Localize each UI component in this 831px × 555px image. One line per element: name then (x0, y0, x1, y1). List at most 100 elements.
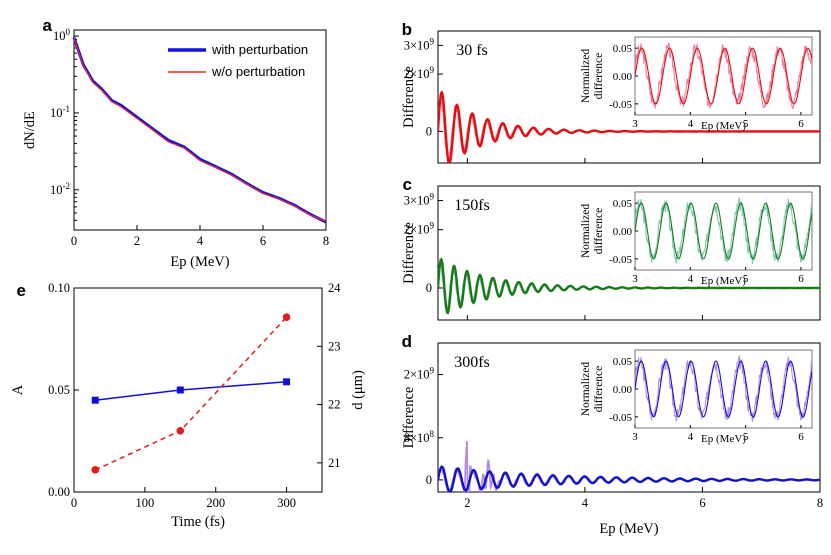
panel-b-ylabel: Difference (401, 66, 417, 128)
panel-d-label: d (402, 332, 412, 351)
panel-d-inset-xtick-label: 5 (743, 431, 749, 443)
panel-d-ytick-label: 2×109 (404, 366, 435, 382)
panel-a-xlabel: Ep (MeV) (170, 254, 229, 270)
panel-e-series-d-point (91, 466, 100, 474)
panel-c-ytick-label: 2×109 (404, 221, 435, 237)
panel-b-ytick-label: 2×109 (404, 65, 435, 81)
panel-b-fit-curve (438, 90, 820, 163)
panel-c-inset-xtick-label: 5 (743, 273, 749, 285)
panel-d-raw-curve (438, 440, 820, 492)
panel-b-inset-xlabel: Ep (MeV) (701, 120, 746, 132)
panel-c-label: c (403, 175, 412, 194)
panel-a-label: a (43, 16, 53, 35)
panel-e-ytick-label: 0.00 (48, 485, 70, 499)
panel-c-inset-frame (634, 191, 813, 271)
panel-d-ytick-label: 0 (426, 473, 432, 487)
panel-d-inset-xtick-label: 6 (798, 431, 804, 443)
panel-b-inset-ytick-label: 0.05 (613, 43, 633, 55)
panel-d-xtick-label: 8 (817, 496, 823, 510)
panel-b-title: 30 fs (456, 42, 488, 59)
panel-d-inset-plot (635, 354, 812, 422)
panel-c-inset-ytick-label: 0.00 (613, 226, 633, 238)
panel-c-inset-plot (635, 196, 812, 264)
panel-a-frame (73, 29, 327, 231)
panel-a-legend-label: with perturbation (211, 42, 308, 57)
panel-e-y2tick-label: 23 (328, 339, 341, 353)
panel-e-series-A-line (95, 381, 287, 401)
panel-d-inset-xtick-label: 4 (688, 431, 694, 443)
panel-b-inset-ytick-label: -0.05 (609, 99, 632, 111)
panel-b-label: b (402, 20, 412, 39)
panel-b-inset-raw (635, 42, 812, 109)
panel-d-ytick-label: 8×108 (404, 429, 435, 445)
panel-e: e 0 100 200 300 0.00 0.05 0.10 21 22 23 24 Time (fs)… (10, 281, 366, 530)
panel-a-legend-label: w/o perturbation (211, 64, 305, 79)
panel-d-ylabel: Difference (401, 387, 417, 449)
panel-d-inset-frame (634, 349, 813, 429)
panel-c-inset-fit (635, 202, 812, 260)
panel-e-series-A-point (91, 396, 99, 404)
panel-c-inset-ylabel-1: Normalized (580, 204, 592, 259)
panel-c-plot-area (438, 257, 820, 315)
panel-b: b 0 2×109 3×109 Difference 30 fs 0.05 0.00 -0.05… (401, 20, 821, 164)
panel-a-ytick-label: 10-2 (50, 181, 70, 197)
panel-d-title: 300fs (454, 354, 490, 371)
panel-b-inset-xtick-label: 4 (688, 118, 694, 130)
panel-b-inset-ylabel-1: Normalized (580, 49, 592, 104)
panel-e-xlabel: Time (fs) (171, 514, 225, 530)
panel-c-inset-ytick-label: -0.05 (609, 254, 632, 266)
panel-b-inset: 0.05 0.00 -0.053 4 5 6 Ep (MeV) Normalized diffe… (580, 36, 813, 132)
panel-c-ylabel: Difference (401, 222, 417, 284)
panel-c-inset-xtick-label: 3 (632, 273, 638, 285)
panel-e-xtick-label: 200 (206, 496, 225, 510)
panel-c-ytick-label: 3×109 (404, 192, 435, 208)
panel-d-xtick-label: 6 (699, 496, 705, 510)
panel-c-inset-xlabel: Ep (MeV) (701, 275, 746, 287)
panel-d-inset-ytick-label: 0.00 (613, 384, 633, 396)
panel-a-ytick-label: 100 (53, 27, 71, 43)
panel-e-y2tick-label: 21 (328, 456, 341, 470)
panel-d-xtick-label: 2 (464, 496, 470, 510)
panel-d-xlabel: Ep (MeV) (599, 521, 658, 537)
panel-a: a 0 2 4 6 8 100 10-1 10-2 Ep (MeV) dN/dE with pertu… (22, 16, 329, 270)
panel-b-inset-plot (635, 42, 812, 109)
panel-d-frame (437, 342, 821, 493)
panel-b-frame (437, 30, 821, 164)
panel-e-series-d-point (176, 427, 185, 435)
panel-d-inset-ytick-label: -0.05 (609, 412, 632, 424)
panel-c-fit-curve (438, 257, 820, 315)
panel-b-inset-xtick-label: 6 (798, 118, 804, 130)
panel-c-ytick-label: 0 (426, 281, 432, 295)
panel-c-inset-xtick-label: 4 (688, 273, 694, 285)
panel-e-series-d-point (282, 313, 291, 321)
panel-e-ytick-label: 0.05 (48, 383, 70, 397)
panel-e-ylabel: A (10, 384, 26, 395)
panel-c-title: 150fs (454, 197, 490, 214)
panel-e-xtick-label: 100 (135, 496, 154, 510)
panel-b-inset-xtick-label: 3 (632, 118, 638, 130)
panel-c-inset-xtick-label: 6 (798, 273, 804, 285)
panel-a-series-line (72, 37, 327, 224)
panel-e-y2label: d (μm) (350, 370, 366, 410)
panel-d-fit-curve (438, 465, 820, 492)
panel-b-ytick-label: 3×109 (404, 36, 435, 52)
panel-c: c 0 2×109 3×109 Difference 150fs 0.05 0.00 -0.05… (401, 175, 821, 321)
panel-a-xtick-label: 4 (197, 234, 204, 248)
panel-b-plot-area (438, 90, 820, 163)
panel-d-inset-ylabel-1: Normalized (580, 362, 592, 417)
panel-b-inset-ytick-label: 0.00 (613, 71, 633, 83)
panel-b-inset-fit (635, 47, 812, 105)
panel-c-frame (437, 185, 821, 321)
panel-b-ytick-label: 0 (426, 124, 432, 138)
panel-d-plot-area (438, 440, 820, 492)
panel-e-series-A-point (176, 386, 184, 394)
panel-e-xtick-label: 0 (71, 496, 77, 510)
panel-d-inset-fit (635, 360, 812, 418)
panel-e-y2tick-label: 22 (328, 398, 341, 412)
panel-d: d 0 8×108 2×109 2 4 6 8 Ep (MeV) Difference 300fs 0… (401, 332, 823, 537)
panel-e-series-A-point (283, 378, 291, 386)
panel-d-inset: 0.05 0.00 -0.053 4 5 6 Ep (MeV) Normalized diffe… (580, 349, 813, 445)
panel-e-label: e (17, 281, 26, 300)
panel-d-inset-xtick-label: 3 (632, 431, 638, 443)
